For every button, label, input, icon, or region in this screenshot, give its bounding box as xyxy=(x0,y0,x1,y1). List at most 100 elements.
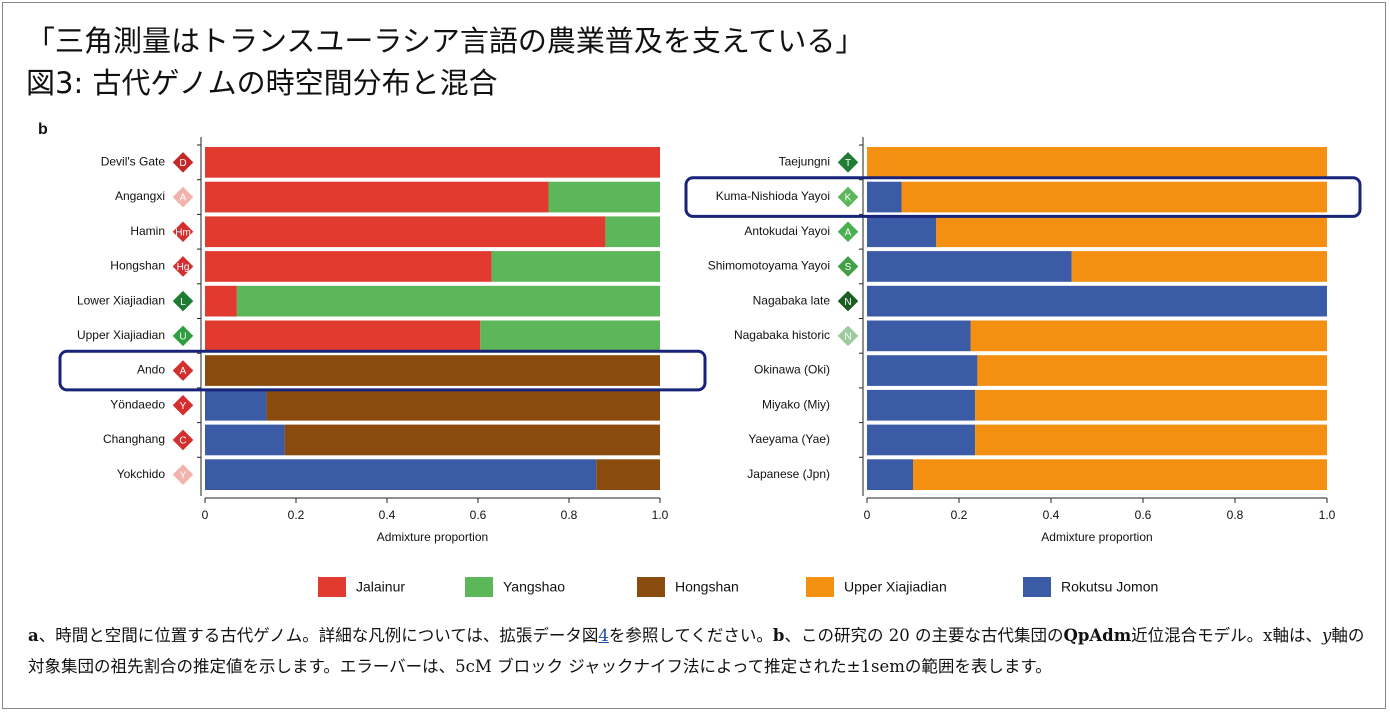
x-tick-label: 1.0 xyxy=(652,508,669,522)
legend-swatch xyxy=(806,577,834,597)
bar-segment xyxy=(205,181,549,213)
category-label: Hamin xyxy=(130,224,165,238)
bar-segment xyxy=(867,216,936,248)
marker-label: A xyxy=(180,193,187,204)
marker-label: U xyxy=(179,331,186,342)
bar-segment xyxy=(480,320,660,352)
legend-label: Jalainur xyxy=(356,579,405,595)
marker-label: K xyxy=(845,193,852,204)
bar-segment xyxy=(867,285,1327,317)
category-label: Devil's Gate xyxy=(101,155,166,169)
marker-label: D xyxy=(179,158,186,169)
marker xyxy=(171,289,195,313)
bar-segment xyxy=(205,459,597,490)
category-label: Angangxi xyxy=(115,189,165,203)
category-label: Antokudai Yayoi xyxy=(744,224,830,238)
bar-segment xyxy=(236,285,660,317)
bar-segment xyxy=(205,251,492,282)
marker xyxy=(171,254,195,279)
marker-label: A xyxy=(845,227,852,238)
x-tick-label: 0 xyxy=(864,508,871,522)
x-tick-label: 0.8 xyxy=(1227,508,1244,522)
category-label: Nagabaka historic xyxy=(734,328,830,342)
bar-segment xyxy=(284,424,660,456)
x-axis-label: Admixture proportion xyxy=(377,530,488,544)
caption-run: 、時間と空間に位置する古代ゲノム。詳細な凡例については、拡張データ図 xyxy=(38,626,599,645)
x-tick-label: 0.6 xyxy=(470,508,487,522)
category-label: Lower Xiajiadian xyxy=(77,293,165,307)
bar-segment xyxy=(548,181,660,213)
highlight-box xyxy=(684,176,1362,218)
bar-segment xyxy=(867,181,902,213)
category-label: Japanese (Jpn) xyxy=(747,467,830,481)
marker xyxy=(836,254,860,279)
category-label: Hongshan xyxy=(110,259,165,273)
marker-label: N xyxy=(844,331,851,342)
caption-run: a xyxy=(28,626,39,645)
category-label: Ando xyxy=(137,363,165,377)
caption-run[interactable]: 4 xyxy=(598,626,609,645)
legend-swatch xyxy=(637,577,665,597)
bar-segment xyxy=(605,216,660,248)
bar-segment xyxy=(491,251,660,282)
bar-segment xyxy=(1071,251,1327,282)
marker xyxy=(836,324,860,348)
bar-segment xyxy=(867,389,976,421)
marker-label: A xyxy=(180,366,187,377)
category-label: Yaeyama (Yae) xyxy=(748,432,830,446)
caption-run: y xyxy=(1321,626,1332,645)
x-tick-label: 0.4 xyxy=(1043,508,1060,522)
bar-segment xyxy=(596,459,660,490)
caption-run: 軸の対象集団の祖先割合の推定値を示します。エラーバーは、5cM ブロック ジャッ… xyxy=(28,626,1365,676)
legend-label: Hongshan xyxy=(675,579,739,595)
marker-label: L xyxy=(180,297,186,308)
marker xyxy=(171,220,195,244)
marker xyxy=(836,185,860,209)
x-tick-label: 1.0 xyxy=(1319,508,1336,522)
bar-segment xyxy=(205,147,660,178)
panel-label: b xyxy=(38,121,48,138)
bar-segment xyxy=(936,216,1327,248)
legend-label: Rokutsu Jomon xyxy=(1061,579,1158,595)
marker xyxy=(171,324,195,348)
bar-segment xyxy=(205,355,660,386)
marker-label: Y xyxy=(180,401,187,412)
title: 「三角測量はトランスユーラシア言語の農業普及を支えている」 xyxy=(26,24,865,58)
category-label: Upper Xiajiadian xyxy=(77,328,165,342)
caption-run: b xyxy=(772,626,785,645)
subtitle: 図3: 古代ゲノムの時空間分布と混合 xyxy=(26,66,498,100)
marker-label: N xyxy=(844,297,851,308)
caption-run: 近位混合モデル。x軸は、 xyxy=(1131,626,1322,645)
marker-label: Hm xyxy=(175,227,191,238)
marker xyxy=(836,150,860,175)
bar-segment xyxy=(970,320,1327,352)
x-tick-label: 0.6 xyxy=(1135,508,1152,522)
bar-segment xyxy=(205,424,285,456)
bar-segment xyxy=(867,147,1327,178)
category-label: Changhang xyxy=(103,432,165,446)
legend-swatch xyxy=(1023,577,1051,597)
marker xyxy=(171,393,195,417)
bar-segment xyxy=(205,285,237,317)
bar-segment xyxy=(867,320,971,352)
highlight-box xyxy=(58,349,707,392)
category-label: Yöndaedo xyxy=(110,397,165,411)
marker xyxy=(171,428,195,452)
caption-run: QpAdm xyxy=(1063,626,1132,645)
bar-segment xyxy=(205,320,481,352)
marker-label: Hg xyxy=(177,262,190,273)
bar-segment xyxy=(975,389,1327,421)
category-label: Kuma-Nishioda Yayoi xyxy=(716,189,830,203)
bar-segment xyxy=(901,181,1327,213)
x-tick-label: 0 xyxy=(202,508,209,522)
marker-label: T xyxy=(845,158,851,169)
x-tick-label: 0.8 xyxy=(561,508,578,522)
marker xyxy=(171,150,195,175)
marker xyxy=(836,289,860,313)
category-label: Nagabaka late xyxy=(753,293,831,307)
marker xyxy=(171,185,195,209)
legend-label: Upper Xiajiadian xyxy=(844,579,947,595)
category-label: Shimomotoyama Yayoi xyxy=(708,259,830,273)
